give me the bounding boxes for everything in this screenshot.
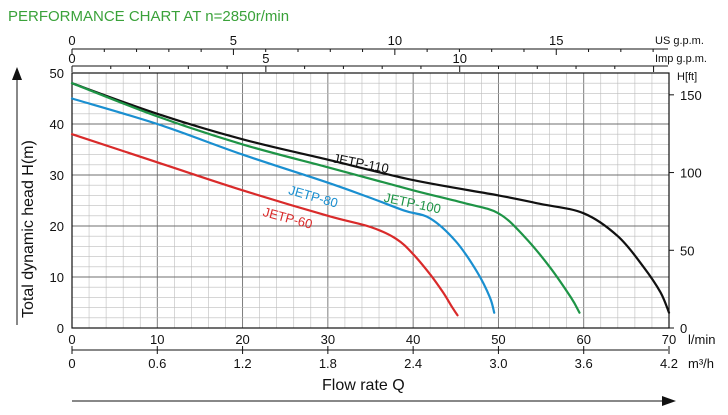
bottom2-tick-label: 0.6 xyxy=(148,356,166,371)
series-line-jetp-100 xyxy=(70,82,581,314)
x-axis-arrow-icon xyxy=(662,396,676,406)
bottom-tick-label: 40 xyxy=(406,332,420,347)
left-tick-label: 50 xyxy=(50,66,64,81)
bottom-axis-units: l/min xyxy=(688,332,715,347)
right-axis-label: H[ft] xyxy=(677,71,697,83)
right-tick-label: 100 xyxy=(680,166,702,181)
top-us-tick-label: 5 xyxy=(230,33,237,48)
y-axis-arrow-icon xyxy=(12,67,22,80)
bottom2-tick-label: 1.2 xyxy=(234,356,252,371)
left-tick-label: 30 xyxy=(50,168,64,183)
left-tick-label: 10 xyxy=(50,270,64,285)
bottom-axis-2-ticks: 0 0.6 1.2 1.8 2.4 3.0 3.6 4.2 xyxy=(68,346,678,371)
top-axis-us-ticks: 0 5 10 15 xyxy=(68,33,654,55)
bottom2-tick-label: 2.4 xyxy=(404,356,422,371)
left-tick-label: 20 xyxy=(50,219,64,234)
top-us-tick-label: 15 xyxy=(549,33,563,48)
top-axis-us-units: US g.p.m. xyxy=(655,35,704,47)
top-imp-tick-label: 5 xyxy=(262,51,269,66)
bottom2-tick-label: 3.0 xyxy=(489,356,507,371)
bottom2-tick-label: 1.8 xyxy=(319,356,337,371)
top-imp-tick-label: 10 xyxy=(452,51,466,66)
x-axis-title: Flow rate Q xyxy=(322,377,405,394)
bottom2-tick-label: 4.2 xyxy=(660,356,678,371)
left-tick-label: 0 xyxy=(57,321,64,336)
chart-title: PERFORMANCE CHART AT n=2850r/min xyxy=(8,8,289,25)
series-lines xyxy=(70,82,671,317)
bottom-tick-label: 70 xyxy=(662,332,676,347)
right-axis-ticks: 0 50 100 150 xyxy=(669,88,702,336)
left-axis-ticks: 0 10 20 30 40 50 xyxy=(50,66,64,336)
bottom-tick-label: 60 xyxy=(576,332,590,347)
series-line-jetp-80 xyxy=(70,97,496,314)
right-tick-label: 50 xyxy=(680,243,694,258)
top-axis-imp-ticks: 0 5 10 xyxy=(68,51,655,72)
series-line-jetp-110 xyxy=(70,82,671,314)
plot-frame xyxy=(71,72,670,329)
bottom-tick-label: 10 xyxy=(150,332,164,347)
right-tick-label: 0 xyxy=(680,321,687,336)
series-label-jetp-60: JETP-60 xyxy=(261,204,314,232)
series-line-jetp-60 xyxy=(70,133,459,317)
top-us-tick-label: 0 xyxy=(68,33,75,48)
bottom-tick-label: 0 xyxy=(68,332,75,347)
top-axis-imp-units: Imp g.p.m. xyxy=(655,53,707,65)
left-tick-label: 40 xyxy=(50,117,64,132)
right-tick-label: 150 xyxy=(680,88,702,103)
bottom-axis-ticks: 0 10 20 30 40 50 60 70 xyxy=(68,332,676,347)
y-axis-title: Total dynamic head H(m) xyxy=(20,140,37,318)
bottom-tick-label: 50 xyxy=(491,332,505,347)
top-imp-tick-label: 0 xyxy=(68,51,75,66)
bottom2-tick-label: 0 xyxy=(68,356,75,371)
bottom-axis-2-units: m³/h xyxy=(688,356,714,371)
bottom-tick-label: 20 xyxy=(235,332,249,347)
bottom-tick-label: 30 xyxy=(321,332,335,347)
top-us-tick-label: 10 xyxy=(388,33,402,48)
bottom2-tick-label: 3.6 xyxy=(575,356,593,371)
grid xyxy=(72,73,669,328)
